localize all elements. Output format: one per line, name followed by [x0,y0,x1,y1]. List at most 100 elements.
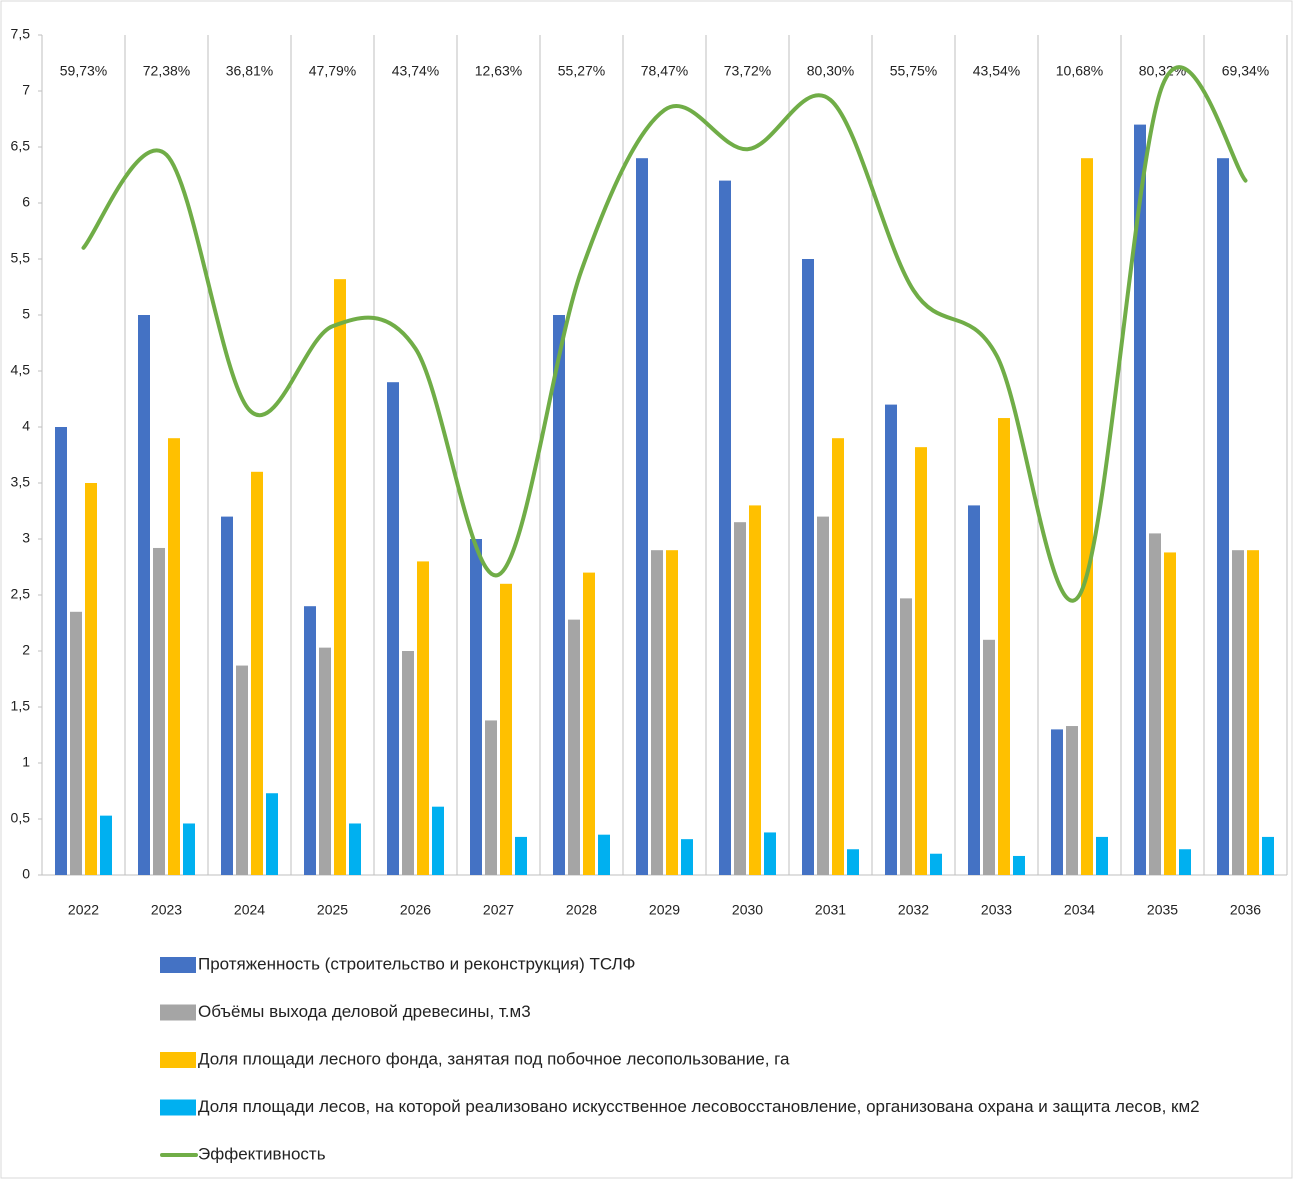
bar [998,418,1010,875]
annotation: 80,30% [807,63,854,79]
bar [583,572,595,875]
y-tick-label: 1,5 [11,698,31,714]
y-tick-label: 0 [22,866,30,882]
x-tick-label: 2029 [649,902,680,918]
bar [470,539,482,875]
legend-swatch [160,1004,196,1021]
bar [138,315,150,875]
annotation: 36,81% [226,63,273,79]
y-tick-label: 0,5 [11,810,31,826]
x-tick-label: 2027 [483,902,514,918]
bar [304,606,316,875]
bar [598,834,610,875]
bar [1081,158,1093,875]
annotation: 78,47% [641,63,688,79]
bar [1051,729,1063,875]
x-tick-label: 2022 [68,902,99,918]
x-tick-label: 2025 [317,902,348,918]
bar [1262,836,1274,875]
bar [885,404,897,875]
bar [1149,533,1161,875]
bar [1066,726,1078,875]
bar [70,611,82,875]
bar [236,665,248,875]
x-tick-label: 2034 [1064,902,1095,918]
bar [1096,836,1108,875]
x-tick-label: 2028 [566,902,597,918]
x-tick-label: 2036 [1230,902,1261,918]
bar [651,550,663,875]
bar [749,505,761,875]
bar [55,427,67,875]
annotation: 10,68% [1056,63,1103,79]
bar [817,516,829,875]
bar [515,836,527,875]
annotation: 43,54% [973,63,1020,79]
y-tick-label: 4,5 [11,362,31,378]
legend-swatch [160,1052,196,1068]
bar [553,315,565,875]
legend-label: Доля площади лесного фонда, занятая под … [198,1049,790,1068]
bar [1217,158,1229,875]
x-tick-label: 2026 [400,902,431,918]
annotation: 80,32% [1139,63,1186,79]
y-tick-label: 4 [22,418,30,434]
x-tick-label: 2031 [815,902,846,918]
bar [1134,124,1146,876]
legend-label: Эффективность [198,1144,326,1163]
legend-swatch [160,1099,196,1116]
y-tick-label: 3 [22,530,30,546]
annotation: 72,38% [143,63,190,79]
legend-label: Доля площади лесов, на которой реализова… [198,1097,1200,1116]
bar [168,438,180,875]
y-tick-label: 2,5 [11,586,31,602]
bar [847,849,859,875]
bar [319,647,331,875]
bar [153,547,165,875]
bar [1247,550,1259,875]
bar [1232,550,1244,875]
bar [221,516,233,875]
y-tick-label: 5 [22,306,30,322]
annotation: 43,74% [392,63,439,79]
bar [402,651,414,875]
bar [183,823,195,875]
y-tick-label: 7,5 [11,26,31,42]
bar [915,447,927,875]
bar [100,815,112,875]
bar [349,823,361,875]
x-tick-label: 2035 [1147,902,1178,918]
bar [1013,855,1025,875]
bar [500,583,512,875]
bar [266,793,278,875]
x-tick-label: 2023 [151,902,182,918]
bar [1179,849,1191,875]
legend-label: Протяженность (строительство и реконстру… [198,954,635,973]
bar [334,279,346,875]
bar [719,180,731,876]
bar [930,853,942,875]
bar [802,259,814,875]
annotation: 69,34% [1222,63,1269,79]
bar [568,619,580,875]
bar [387,382,399,875]
annotation: 59,73% [60,63,107,79]
y-tick-label: 5,5 [11,250,31,266]
annotation: 55,27% [558,63,605,79]
x-tick-label: 2024 [234,902,265,918]
line [81,65,1248,603]
bar [85,483,97,875]
legend-swatch [160,957,196,973]
x-tick-label: 2032 [898,902,929,918]
bar [983,639,995,875]
bar [636,158,648,875]
y-tick-label: 2 [22,642,30,658]
y-tick-label: 1 [22,754,30,770]
bar [764,832,776,875]
bar [417,561,429,875]
y-tick-label: 7 [22,82,30,98]
legend-label: Объёмы выхода деловой древесины, т.м3 [198,1002,531,1021]
bar [832,438,844,875]
